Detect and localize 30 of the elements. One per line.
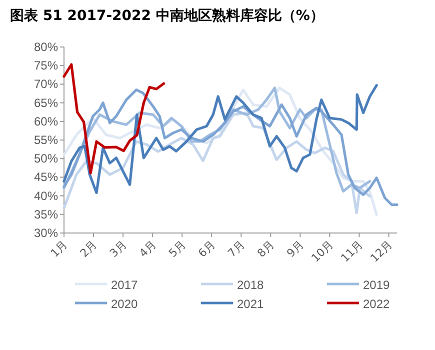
- y-tick-label: 30%: [34, 226, 58, 240]
- y-tick-label: 55%: [34, 133, 58, 147]
- y-tick-label: 35%: [34, 207, 58, 222]
- x-tick-label: 6月: [196, 238, 218, 260]
- x-tick-label: 4月: [136, 238, 159, 260]
- x-tick-label: 10月: [308, 238, 336, 265]
- y-tick-label: 50%: [34, 152, 58, 166]
- y-tick-label: 65%: [34, 96, 58, 110]
- legend-label: 2017: [111, 278, 138, 292]
- y-tick-label: 80%: [34, 40, 58, 54]
- x-tick-label: 5月: [166, 238, 188, 260]
- y-tick-label: 40%: [34, 188, 58, 203]
- legend-label: 2021: [237, 297, 264, 311]
- legend-label: 2018: [237, 278, 264, 292]
- legend-label: 2022: [363, 297, 390, 311]
- x-tick-label: 2月: [78, 238, 100, 260]
- y-tick-label: 75%: [34, 58, 58, 73]
- y-tick-label: 45%: [34, 170, 58, 184]
- x-tick-label: 9月: [284, 238, 306, 260]
- x-tick-label: 12月: [368, 238, 395, 265]
- legend-label: 2020: [111, 297, 138, 311]
- x-tick-label: 3月: [107, 238, 130, 260]
- y-tick-label: 60%: [34, 114, 58, 128]
- y-tick-label: 70%: [34, 77, 58, 92]
- x-tick-label: 7月: [225, 238, 248, 260]
- x-tick-label: 11月: [338, 238, 366, 265]
- legend-label: 2019: [363, 278, 390, 292]
- x-tick-label: 8月: [254, 238, 277, 260]
- x-tick-label: 1月: [48, 238, 70, 260]
- chart-title: 图表 51 2017-2022 中南地区熟料库容比（%）: [10, 7, 324, 24]
